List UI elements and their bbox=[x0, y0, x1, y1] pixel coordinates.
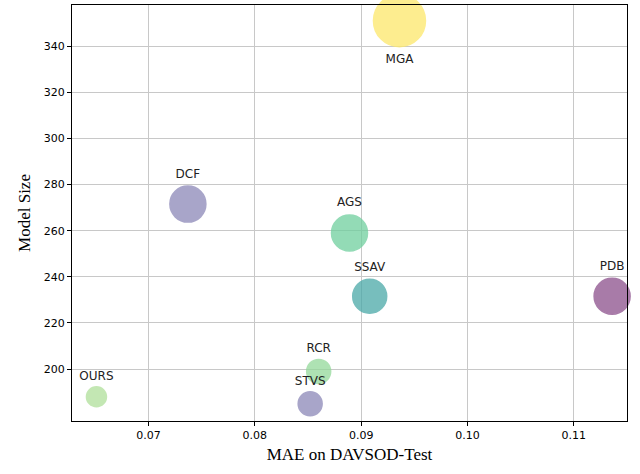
svg-text:300: 300 bbox=[44, 132, 65, 145]
svg-text:320: 320 bbox=[44, 86, 65, 99]
svg-text:0.10: 0.10 bbox=[455, 429, 480, 442]
svg-text:PDB: PDB bbox=[600, 259, 625, 273]
svg-text:AGS: AGS bbox=[337, 195, 362, 209]
svg-text:DCF: DCF bbox=[176, 167, 201, 181]
svg-text:340: 340 bbox=[44, 40, 65, 53]
svg-text:Model Size: Model Size bbox=[15, 174, 34, 252]
svg-text:260: 260 bbox=[44, 225, 65, 238]
svg-text:RCR: RCR bbox=[306, 341, 330, 355]
svg-text:280: 280 bbox=[44, 178, 65, 191]
svg-text:200: 200 bbox=[44, 363, 65, 376]
svg-text:SSAV: SSAV bbox=[354, 260, 386, 274]
svg-text:0.09: 0.09 bbox=[349, 429, 374, 442]
svg-text:STVS: STVS bbox=[295, 374, 326, 388]
svg-text:OURS: OURS bbox=[79, 369, 113, 383]
svg-text:220: 220 bbox=[44, 317, 65, 330]
svg-text:0.11: 0.11 bbox=[562, 429, 587, 442]
svg-text:MGA: MGA bbox=[386, 52, 415, 66]
svg-text:240: 240 bbox=[44, 271, 65, 284]
svg-text:0.08: 0.08 bbox=[243, 429, 268, 442]
svg-text:MAE on DAVSOD-Test: MAE on DAVSOD-Test bbox=[267, 445, 433, 464]
svg-text:0.07: 0.07 bbox=[136, 429, 161, 442]
